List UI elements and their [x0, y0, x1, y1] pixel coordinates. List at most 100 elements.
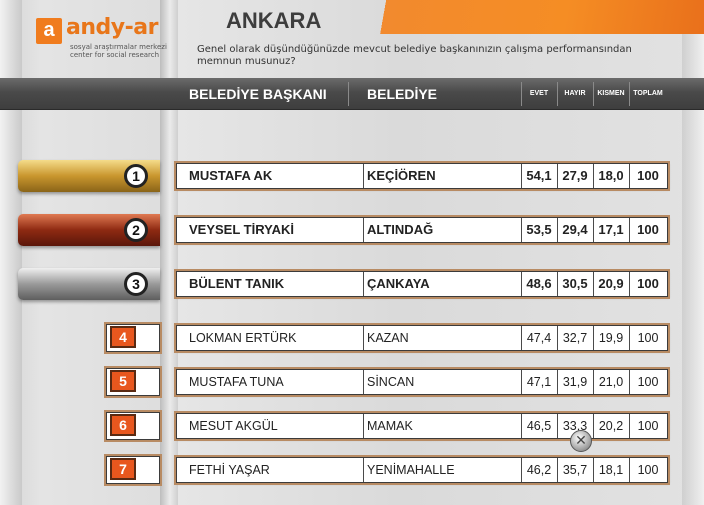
rank-badge: 3 — [124, 272, 148, 296]
column-header-bar — [0, 78, 704, 110]
logo-name: andy-ar — [66, 15, 158, 40]
cell-separator — [363, 218, 364, 242]
cell-no: 33,3 — [562, 419, 588, 433]
cell-separator — [629, 218, 630, 242]
cell-separator — [363, 414, 364, 438]
left-shade — [0, 0, 22, 505]
cell-separator — [521, 458, 522, 482]
cell-separator — [557, 218, 558, 242]
cell-mayor: MUSTAFA TUNA — [189, 375, 284, 389]
header-separator — [629, 82, 630, 106]
cell-yes: 46,5 — [526, 419, 552, 433]
cell-no: 35,7 — [562, 463, 588, 477]
cell-mayor: VEYSEL TİRYAKİ — [189, 222, 294, 237]
cell-yes: 47,4 — [526, 331, 552, 345]
rank-badge: 4 — [110, 326, 136, 348]
cell-mayor: BÜLENT TANIK — [189, 276, 285, 291]
rank-badge: 5 — [110, 370, 136, 392]
cell-municipality: MAMAK — [367, 419, 413, 433]
cell-partly: 20,9 — [598, 276, 624, 291]
header-partly: KISMEN — [597, 90, 625, 97]
cell-separator — [521, 164, 522, 188]
rank-badge: 7 — [110, 458, 136, 480]
cell-no: 27,9 — [562, 168, 588, 183]
cell-total: 100 — [637, 375, 659, 389]
cell-separator — [521, 272, 522, 296]
table-row: FETHİ YAŞAR YENİMAHALLE 46,2 35,7 18,1 100 — [176, 457, 668, 483]
cell-municipality: ALTINDAĞ — [367, 222, 434, 237]
cell-partly: 20,2 — [598, 419, 624, 433]
cell-separator — [593, 164, 594, 188]
header-municipality: BELEDİYE — [367, 86, 438, 102]
cell-separator — [629, 272, 630, 296]
cell-separator — [363, 370, 364, 394]
cell-yes: 48,6 — [526, 276, 552, 291]
cell-separator — [557, 370, 558, 394]
cell-mayor: LOKMAN ERTÜRK — [189, 331, 297, 345]
cell-separator — [593, 414, 594, 438]
header-yes: EVET — [529, 90, 549, 97]
cell-separator — [557, 458, 558, 482]
table-row: MUSTAFA AK KEÇİÖREN 54,1 27,9 18,0 100 — [176, 163, 668, 189]
cell-separator — [629, 414, 630, 438]
cell-municipality: KAZAN — [367, 331, 409, 345]
cell-partly: 18,1 — [598, 463, 624, 477]
rank-badge: 6 — [110, 414, 136, 436]
logo: a andy-ar sosyal araştırmalar merkezi ce… — [28, 14, 168, 64]
logo-mark: a — [36, 18, 62, 44]
cell-mayor: FETHİ YAŞAR — [189, 463, 270, 477]
cell-separator — [557, 414, 558, 438]
cell-separator — [593, 458, 594, 482]
cell-separator — [593, 326, 594, 350]
cell-no: 32,7 — [562, 331, 588, 345]
cell-separator — [521, 370, 522, 394]
cell-separator — [363, 164, 364, 188]
header-separator — [593, 82, 594, 106]
cell-partly: 17,1 — [598, 222, 624, 237]
cell-separator — [557, 272, 558, 296]
cell-partly: 19,9 — [598, 331, 624, 345]
close-icon[interactable]: ✕ — [570, 430, 592, 452]
cell-total: 100 — [637, 276, 659, 291]
cell-separator — [521, 218, 522, 242]
logo-subtitle-tr: sosyal araştırmalar merkezi — [70, 43, 167, 51]
cell-total: 100 — [637, 168, 659, 183]
survey-question: Genel olarak düşündüğünüzde mevcut beled… — [197, 44, 632, 67]
page-title: ANKARA — [226, 8, 322, 33]
header-total: TOPLAM — [633, 90, 663, 97]
cell-separator — [521, 326, 522, 350]
cell-total: 100 — [637, 419, 659, 433]
cell-no: 29,4 — [562, 222, 588, 237]
cell-separator — [629, 458, 630, 482]
rank-badge: 2 — [124, 218, 148, 242]
cell-separator — [557, 326, 558, 350]
cell-yes: 54,1 — [526, 168, 552, 183]
header-separator — [348, 82, 349, 106]
cell-separator — [363, 326, 364, 350]
table-row: MUSTAFA TUNA SİNCAN 47,1 31,9 21,0 100 — [176, 369, 668, 395]
table-row: LOKMAN ERTÜRK KAZAN 47,4 32,7 19,9 100 — [176, 325, 668, 351]
cell-mayor: MESUT AKGÜL — [189, 419, 278, 433]
cell-separator — [363, 458, 364, 482]
cell-separator — [629, 164, 630, 188]
orange-banner — [358, 0, 704, 34]
cell-partly: 21,0 — [598, 375, 624, 389]
table-row: VEYSEL TİRYAKİ ALTINDAĞ 53,5 29,4 17,1 100 — [176, 217, 668, 243]
middle-shade — [160, 0, 178, 505]
cell-municipality: ÇANKAYA — [367, 276, 430, 291]
right-shade — [682, 0, 704, 505]
cell-municipality: KEÇİÖREN — [367, 168, 436, 183]
cell-partly: 18,0 — [598, 168, 624, 183]
header-separator — [557, 82, 558, 106]
cell-mayor: MUSTAFA AK — [189, 168, 273, 183]
cell-separator — [593, 370, 594, 394]
header-no: HAYIR — [564, 90, 586, 97]
cell-total: 100 — [637, 463, 659, 477]
header-separator — [521, 82, 522, 106]
cell-total: 100 — [637, 222, 659, 237]
cell-separator — [593, 218, 594, 242]
cell-separator — [629, 370, 630, 394]
cell-separator — [593, 272, 594, 296]
cell-municipality: YENİMAHALLE — [367, 463, 455, 477]
